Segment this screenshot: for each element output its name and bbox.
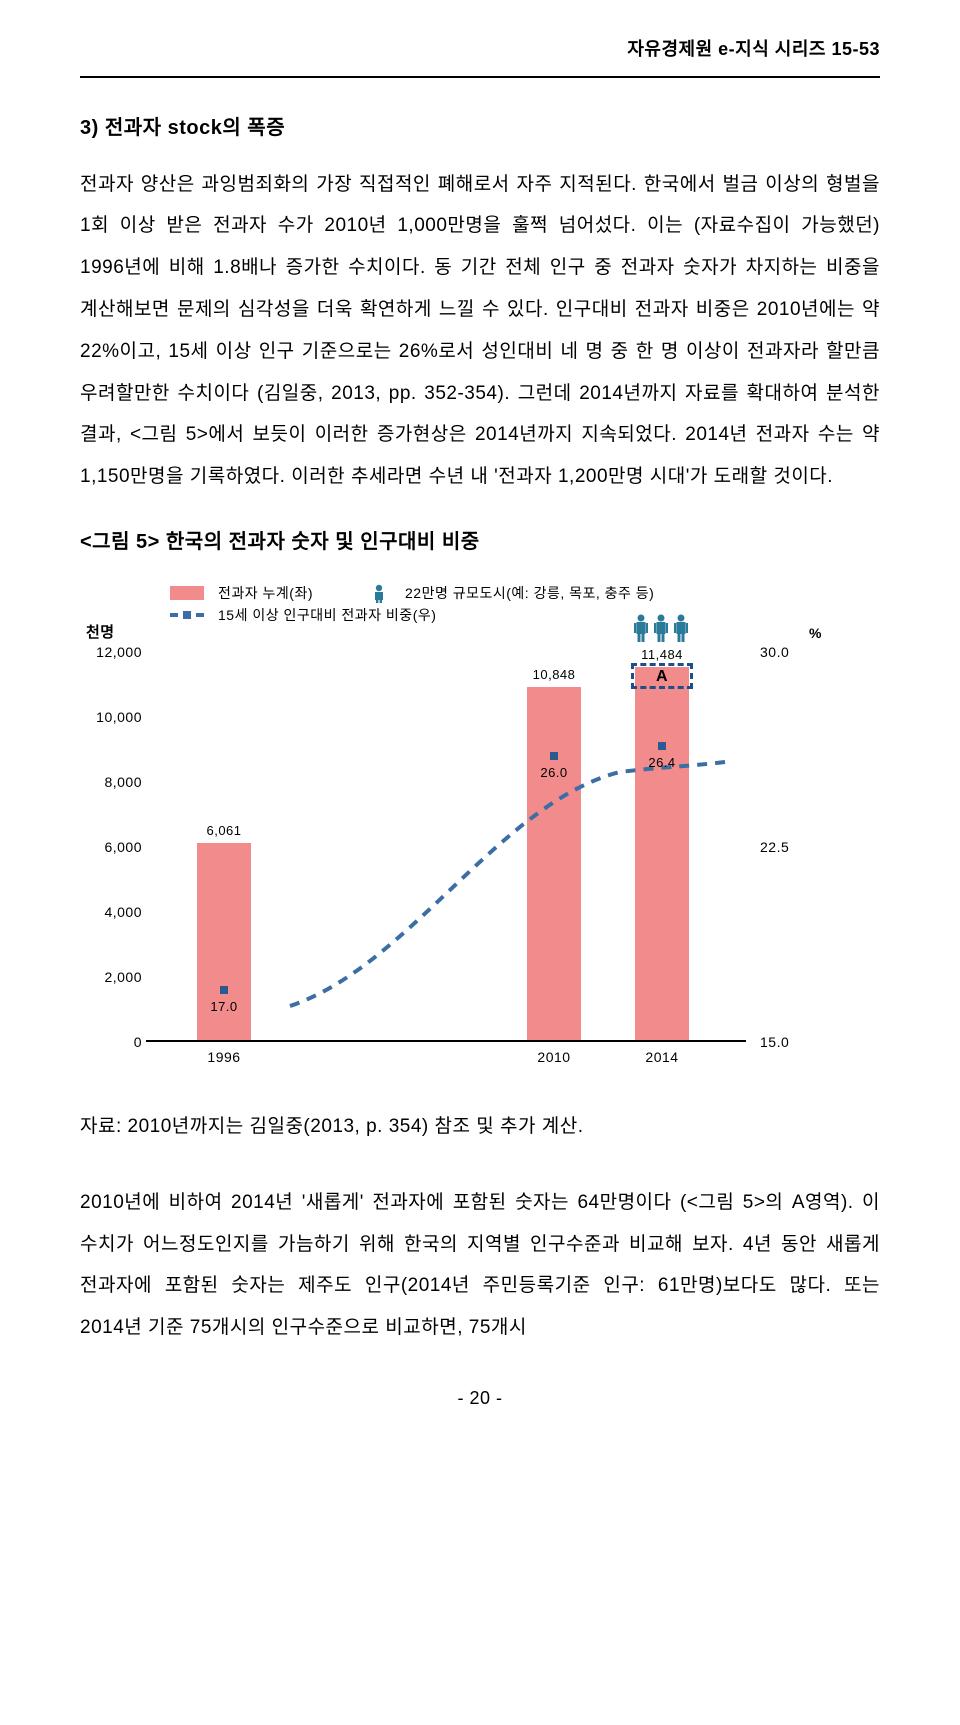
header-series: 자유경제원 e-지식 시리즈 15-53 — [80, 30, 880, 70]
a-box: A — [631, 663, 693, 690]
y-tick-left: 6,000 — [96, 840, 142, 854]
person-icon — [652, 613, 670, 643]
post-paragraph: 2010년에 비하여 2014년 '새롭게' 전과자에 포함된 숫자는 64만명… — [80, 1182, 880, 1349]
line-series — [212, 668, 812, 1058]
person-icon — [632, 613, 650, 643]
x-category: 2014 — [642, 1050, 682, 1064]
legend-line-label: 15세 이상 인구대비 전과자 비중(우) — [218, 600, 436, 631]
y-tick-right: 15.0 — [760, 1035, 800, 1049]
legend-line-swatch — [170, 613, 204, 617]
x-category: 2010 — [534, 1050, 574, 1064]
y-tick-right: 30.0 — [760, 645, 800, 659]
legend-scale-note: 22만명 규모도시(예: 강릉, 목포, 충주 등) — [405, 578, 654, 609]
figure-source: 자료: 2010년까지는 김일중(2013, p. 354) 참조 및 추가 계… — [80, 1106, 880, 1148]
y-tick-left: 0 — [96, 1035, 142, 1049]
y-tick-left: 10,000 — [96, 710, 142, 724]
y-tick-left: 12,000 — [96, 645, 142, 659]
figure-title: <그림 5> 한국의 전과자 숫자 및 인구대비 비중 — [80, 520, 880, 564]
line-value: 26.0 — [540, 766, 567, 779]
line-value: 17.0 — [210, 1000, 237, 1013]
bar — [635, 667, 689, 1040]
y-tick-left: 8,000 — [96, 775, 142, 789]
chart: 전과자 누계(좌) 22만명 규모도시(예: 강릉, 목포, 충주 등) 15세… — [80, 582, 840, 1076]
legend-bar-swatch — [170, 586, 204, 600]
bar-value: 10,848 — [533, 668, 576, 681]
line-marker — [220, 986, 228, 994]
bar-value: 6,061 — [206, 824, 241, 837]
line-marker — [658, 742, 666, 750]
legend-row-1: 전과자 누계(좌) 22만명 규모도시(예: 강릉, 목포, 충주 등) — [80, 582, 840, 604]
page-number: - 20 - — [80, 1379, 880, 1419]
plot-area: 6,06110,84811,484 17.026.026.4 A — [146, 652, 746, 1042]
y-tick-right: 22.5 — [760, 840, 800, 854]
y-tick-left: 2,000 — [96, 970, 142, 984]
x-category: 1996 — [204, 1050, 244, 1064]
y-tick-left: 4,000 — [96, 905, 142, 919]
person-icon — [672, 613, 690, 643]
people-icons — [632, 613, 690, 643]
y-right-label: % — [809, 618, 822, 649]
bar — [527, 687, 581, 1040]
line-value: 26.4 — [648, 756, 675, 769]
line-marker — [550, 752, 558, 760]
paragraph-1: 전과자 양산은 과잉범죄화의 가장 직접적인 폐해로서 자주 지적된다. 한국에… — [80, 164, 880, 498]
header-rule — [80, 76, 880, 78]
chart-area: 천명 % 02,0004,0006,0008,00010,00012,000 1… — [80, 636, 840, 1076]
section-title: 3) 전과자 stock의 폭증 — [80, 106, 880, 150]
